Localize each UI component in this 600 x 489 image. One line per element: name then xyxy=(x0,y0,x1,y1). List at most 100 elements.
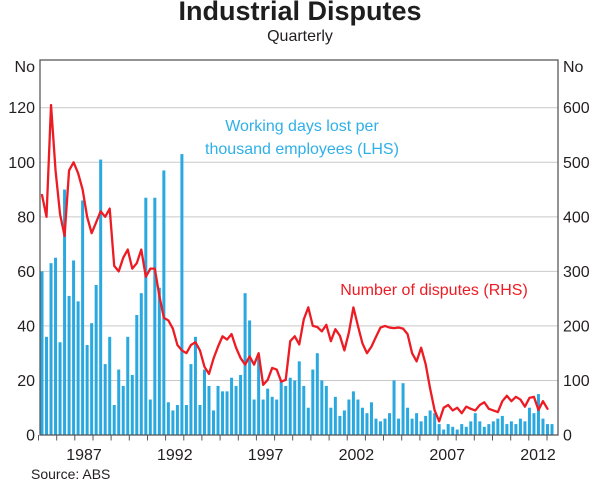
bar-working-days-lost xyxy=(58,342,62,435)
chart-subtitle: Quarterly xyxy=(267,28,333,45)
bar-working-days-lost xyxy=(383,418,387,435)
bar-working-days-lost xyxy=(162,170,166,435)
bar-working-days-lost xyxy=(121,385,125,435)
bar-working-days-lost xyxy=(351,391,355,435)
bar-working-days-lost xyxy=(473,413,477,435)
bar-working-days-lost xyxy=(406,407,410,435)
bar-working-days-lost xyxy=(464,426,468,435)
right-axis-tick-label: 0 xyxy=(563,428,572,445)
bar-working-days-lost xyxy=(63,189,67,435)
bar-working-days-lost xyxy=(410,418,414,435)
right-axis-tick-label: 600 xyxy=(563,100,590,117)
bar-working-days-lost xyxy=(509,421,513,435)
bar-working-days-lost xyxy=(49,263,53,435)
bar-working-days-lost xyxy=(329,407,333,435)
bar-working-days-lost xyxy=(374,418,378,435)
left-axis-tick-label: 60 xyxy=(17,264,35,281)
bar-working-days-lost xyxy=(419,421,423,435)
bar-working-days-lost xyxy=(284,385,288,435)
bar-working-days-lost xyxy=(320,380,324,435)
bar-working-days-lost xyxy=(266,388,270,435)
bar-working-days-lost xyxy=(369,402,373,435)
series-label-line1: Working days lost per xyxy=(225,118,379,135)
bar-working-days-lost xyxy=(103,364,107,435)
x-axis-year-label: 2002 xyxy=(339,447,375,464)
bar-working-days-lost xyxy=(175,405,179,435)
bar-working-days-lost xyxy=(514,424,518,435)
bar-working-days-lost xyxy=(478,421,482,435)
bar-working-days-lost xyxy=(469,421,473,435)
bar-working-days-lost xyxy=(388,413,392,435)
bar-working-days-lost xyxy=(252,399,256,435)
bar-working-days-lost xyxy=(496,418,500,435)
bar-working-days-lost xyxy=(451,426,455,435)
bar-working-days-lost xyxy=(342,410,346,435)
bar-working-days-lost xyxy=(527,407,531,435)
left-axis-tick-label: 40 xyxy=(17,318,35,335)
bar-working-days-lost xyxy=(523,421,527,435)
bar-working-days-lost xyxy=(171,410,175,435)
bar-working-days-lost xyxy=(54,257,58,435)
bar-working-days-lost xyxy=(365,413,369,435)
bar-working-days-lost xyxy=(397,418,401,435)
bar-working-days-lost xyxy=(311,369,315,435)
bar-working-days-lost xyxy=(487,424,491,435)
x-axis-year-label: 1987 xyxy=(66,447,102,464)
bar-working-days-lost xyxy=(500,415,504,435)
bar-working-days-lost xyxy=(491,421,495,435)
bar-working-days-lost xyxy=(72,260,76,435)
bar-working-days-lost xyxy=(315,353,319,435)
bar-working-days-lost xyxy=(184,405,188,435)
bar-working-days-lost xyxy=(460,424,464,435)
x-axis-year-label: 1992 xyxy=(157,447,193,464)
bar-working-days-lost xyxy=(90,323,94,435)
series-label-line2: thousand employees (LHS) xyxy=(205,141,399,158)
left-axis-tick-label: 0 xyxy=(26,428,35,445)
x-axis-year-label: 2007 xyxy=(429,447,465,464)
left-axis-tick-label: 120 xyxy=(8,100,35,117)
bar-working-days-lost xyxy=(270,396,274,435)
bar-working-days-lost xyxy=(306,407,310,435)
bar-working-days-lost xyxy=(288,377,292,435)
right-axis-tick-label: 500 xyxy=(563,155,590,172)
bar-working-days-lost xyxy=(297,361,301,435)
bar-working-days-lost xyxy=(99,159,103,436)
bar-working-days-lost xyxy=(536,394,540,435)
right-axis-tick-label: 300 xyxy=(563,264,590,281)
bar-working-days-lost xyxy=(428,410,432,435)
bar-working-days-lost xyxy=(157,287,161,435)
bar-working-days-lost xyxy=(85,345,89,435)
right-axis-tick-label: 200 xyxy=(563,318,590,335)
bar-working-days-lost xyxy=(189,364,193,435)
bar-working-days-lost xyxy=(135,315,139,435)
bar-working-days-lost xyxy=(126,336,130,435)
bar-working-days-lost xyxy=(275,399,279,435)
bar-working-days-lost xyxy=(239,375,243,435)
right-axis-unit-label: No xyxy=(563,59,584,76)
bar-working-days-lost xyxy=(81,200,85,435)
bar-working-days-lost xyxy=(67,295,71,435)
bar-working-days-lost xyxy=(347,399,351,435)
bar-working-days-lost xyxy=(153,197,157,435)
bar-working-days-lost xyxy=(279,380,283,435)
left-axis-tick-label: 20 xyxy=(17,373,35,390)
bar-working-days-lost xyxy=(424,415,428,435)
bar-working-days-lost xyxy=(207,385,211,435)
bar-working-days-lost xyxy=(379,421,382,435)
bar-working-days-lost xyxy=(216,385,220,435)
chart-title: Industrial Disputes xyxy=(178,0,422,26)
bar-working-days-lost xyxy=(193,336,197,435)
bar-working-days-lost xyxy=(76,301,80,435)
bar-working-days-lost xyxy=(198,405,202,435)
bar-working-days-lost xyxy=(532,413,536,435)
bar-working-days-lost xyxy=(108,336,112,435)
bar-working-days-lost xyxy=(257,358,261,435)
bar-working-days-lost xyxy=(40,271,44,435)
bar-working-days-lost xyxy=(550,424,554,435)
bar-working-days-lost xyxy=(505,424,509,435)
bar-working-days-lost xyxy=(212,410,215,435)
bar-working-days-lost xyxy=(455,429,459,435)
bar-working-days-lost xyxy=(324,385,328,435)
bar-working-days-lost xyxy=(166,402,170,435)
